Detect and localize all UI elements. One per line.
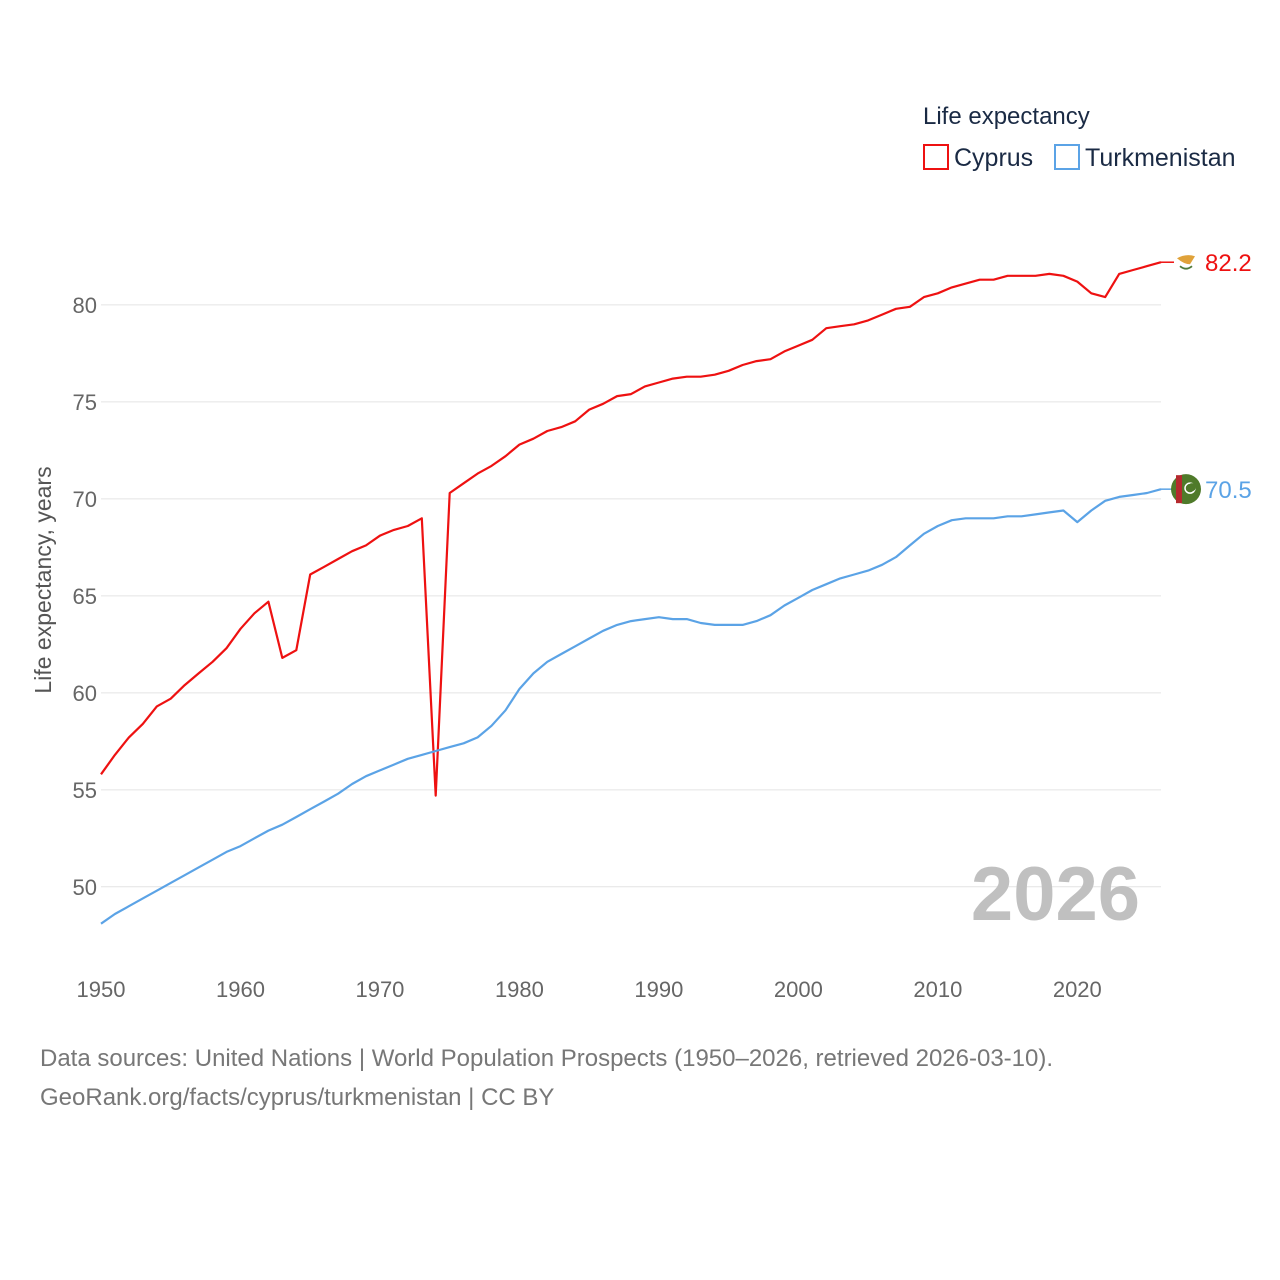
legend-item-turkmenistan[interactable]: Turkmenistan	[1054, 144, 1236, 172]
x-tick-label: 1990	[634, 977, 683, 1002]
end-value-cyprus: 82.2	[1205, 250, 1252, 277]
x-tick-label: 2020	[1053, 977, 1102, 1002]
x-tick-label: 1980	[495, 977, 544, 1002]
x-tick-label: 2010	[913, 977, 962, 1002]
series-lines	[100, 261, 1162, 925]
y-tick-label: 75	[73, 390, 97, 415]
end-markers: 82.2 70.5	[1161, 250, 1252, 505]
current-year-label: 2026	[971, 852, 1140, 937]
legend-item-cyprus[interactable]: Cyprus	[923, 144, 1033, 172]
cyprus-flag-icon	[1174, 250, 1198, 275]
x-tick-label: 1960	[216, 977, 265, 1002]
y-tick-label: 60	[73, 681, 97, 706]
y-tick-label: 50	[73, 875, 97, 900]
legend-swatch-cyprus	[923, 144, 949, 170]
legend-label-turkmenistan: Turkmenistan	[1085, 144, 1236, 172]
data-source-note: Data sources: United Nations | World Pop…	[40, 1045, 1054, 1072]
series-line-cyprus[interactable]	[100, 261, 1162, 797]
x-tick-label: 1950	[77, 977, 126, 1002]
y-tick-label: 80	[73, 293, 97, 318]
x-axis: 1950 1960 1970 1980 1990 2000 2010 2020	[77, 977, 1102, 1002]
turkmenistan-flag-icon	[1171, 474, 1201, 505]
y-axis: 50 55 60 65 70 75 80	[73, 293, 97, 900]
legend: Life expectancy Cyprus Turkmenistan	[923, 103, 1236, 172]
end-value-turkmenistan: 70.5	[1205, 477, 1252, 504]
legend-title: Life expectancy	[923, 103, 1090, 130]
series-line-turkmenistan[interactable]	[100, 488, 1162, 925]
y-tick-label: 65	[73, 584, 97, 609]
source-link[interactable]: GeoRank.org/facts/cyprus/turkmenistan | …	[40, 1084, 555, 1111]
grid-lines	[101, 304, 1161, 888]
legend-swatch-turkmenistan	[1054, 144, 1080, 170]
y-axis-title: Life expectancy, years	[30, 466, 56, 693]
y-tick-label: 70	[73, 487, 97, 512]
y-tick-label: 55	[73, 778, 97, 803]
x-tick-label: 1970	[355, 977, 404, 1002]
x-tick-label: 2000	[774, 977, 823, 1002]
legend-label-cyprus: Cyprus	[954, 144, 1033, 172]
line-chart: 50 55 60 65 70 75 80 1950 1960 1970 1980 1990 2000 2…	[30, 103, 1252, 1002]
